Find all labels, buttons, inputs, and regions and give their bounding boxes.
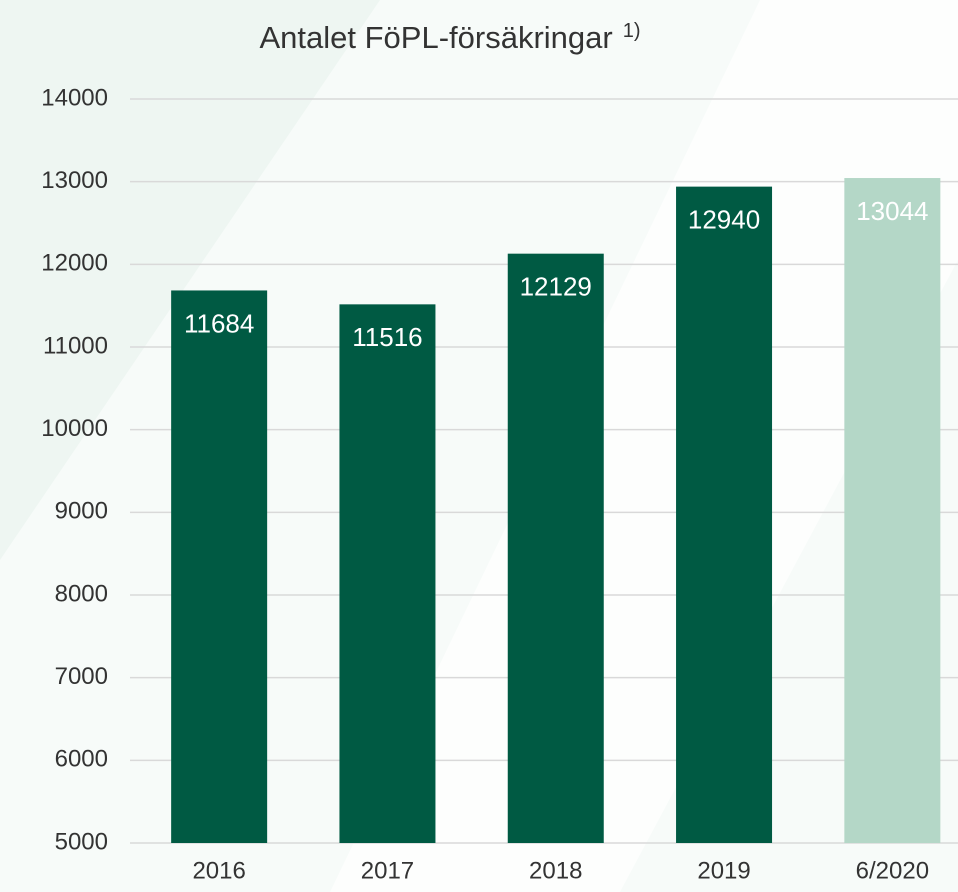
y-tick-label: 10000	[41, 415, 108, 442]
x-tick-label: 2019	[697, 857, 750, 884]
background-stripe	[330, 0, 958, 892]
title-note: 1)	[623, 20, 641, 42]
y-tick-label: 7000	[55, 663, 108, 690]
y-tick-label: 12000	[41, 250, 108, 277]
y-tick-label: 8000	[55, 580, 108, 607]
x-tick-label: 2016	[192, 857, 245, 884]
x-tick-label: 2018	[529, 857, 582, 884]
x-tick-label: 6/2020	[856, 857, 929, 884]
data-label: 11684	[184, 308, 254, 338]
chart-title: Antalet FöPL-försäkringar 1)	[259, 20, 640, 55]
y-tick-label: 5000	[55, 828, 108, 855]
background-stripe	[0, 0, 380, 560]
bar	[171, 290, 268, 843]
y-tick-label: 6000	[55, 746, 108, 773]
data-label: 12129	[520, 272, 592, 302]
x-tick-label: 2017	[361, 857, 414, 884]
y-tick-label: 14000	[41, 84, 108, 111]
data-label: 11516	[352, 322, 422, 352]
bar	[676, 186, 773, 844]
bar	[339, 304, 436, 843]
y-tick-label: 9000	[55, 498, 108, 525]
bar	[844, 178, 941, 844]
y-tick-label: 11000	[43, 332, 108, 359]
bar	[507, 253, 604, 844]
y-tick-label: 13000	[41, 167, 108, 194]
data-label: 13044	[856, 196, 928, 226]
data-label: 12940	[688, 205, 760, 235]
title-text: Antalet FöPL-försäkringar	[259, 20, 612, 55]
